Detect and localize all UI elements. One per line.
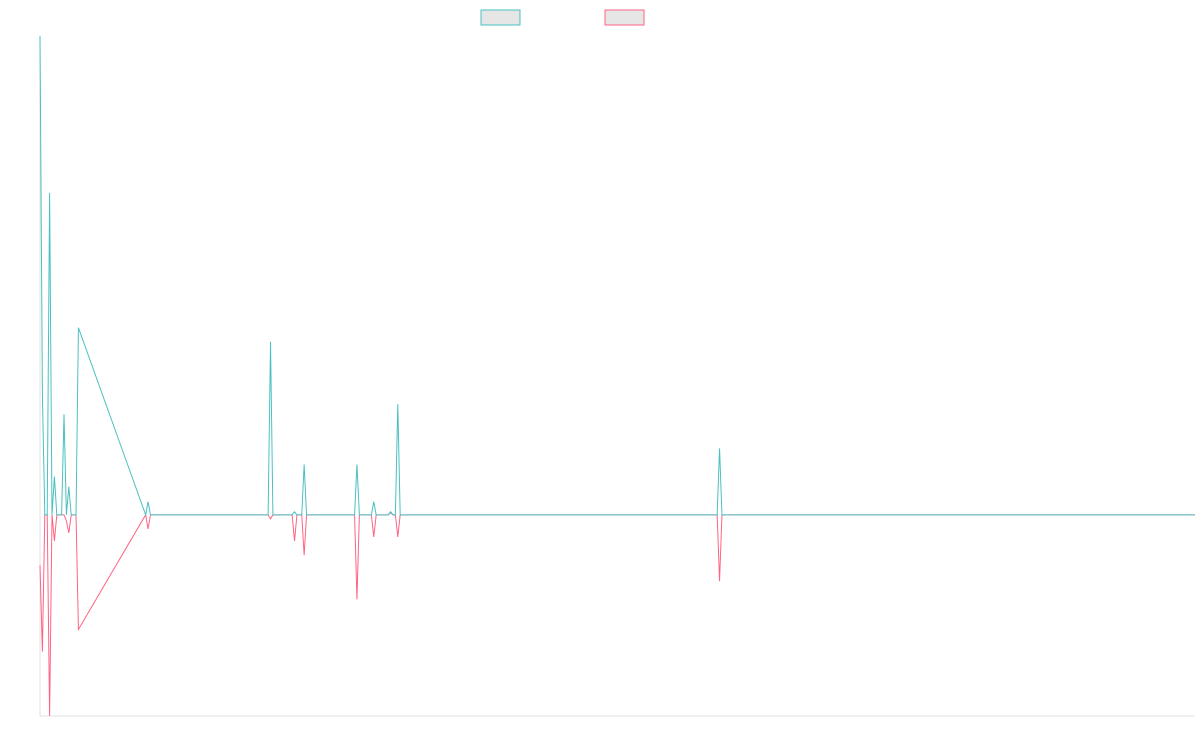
series-line — [39, 35, 1195, 517]
legend-swatch[interactable] — [604, 9, 645, 26]
legend-swatch[interactable] — [480, 9, 521, 26]
series-line — [39, 512, 1195, 717]
